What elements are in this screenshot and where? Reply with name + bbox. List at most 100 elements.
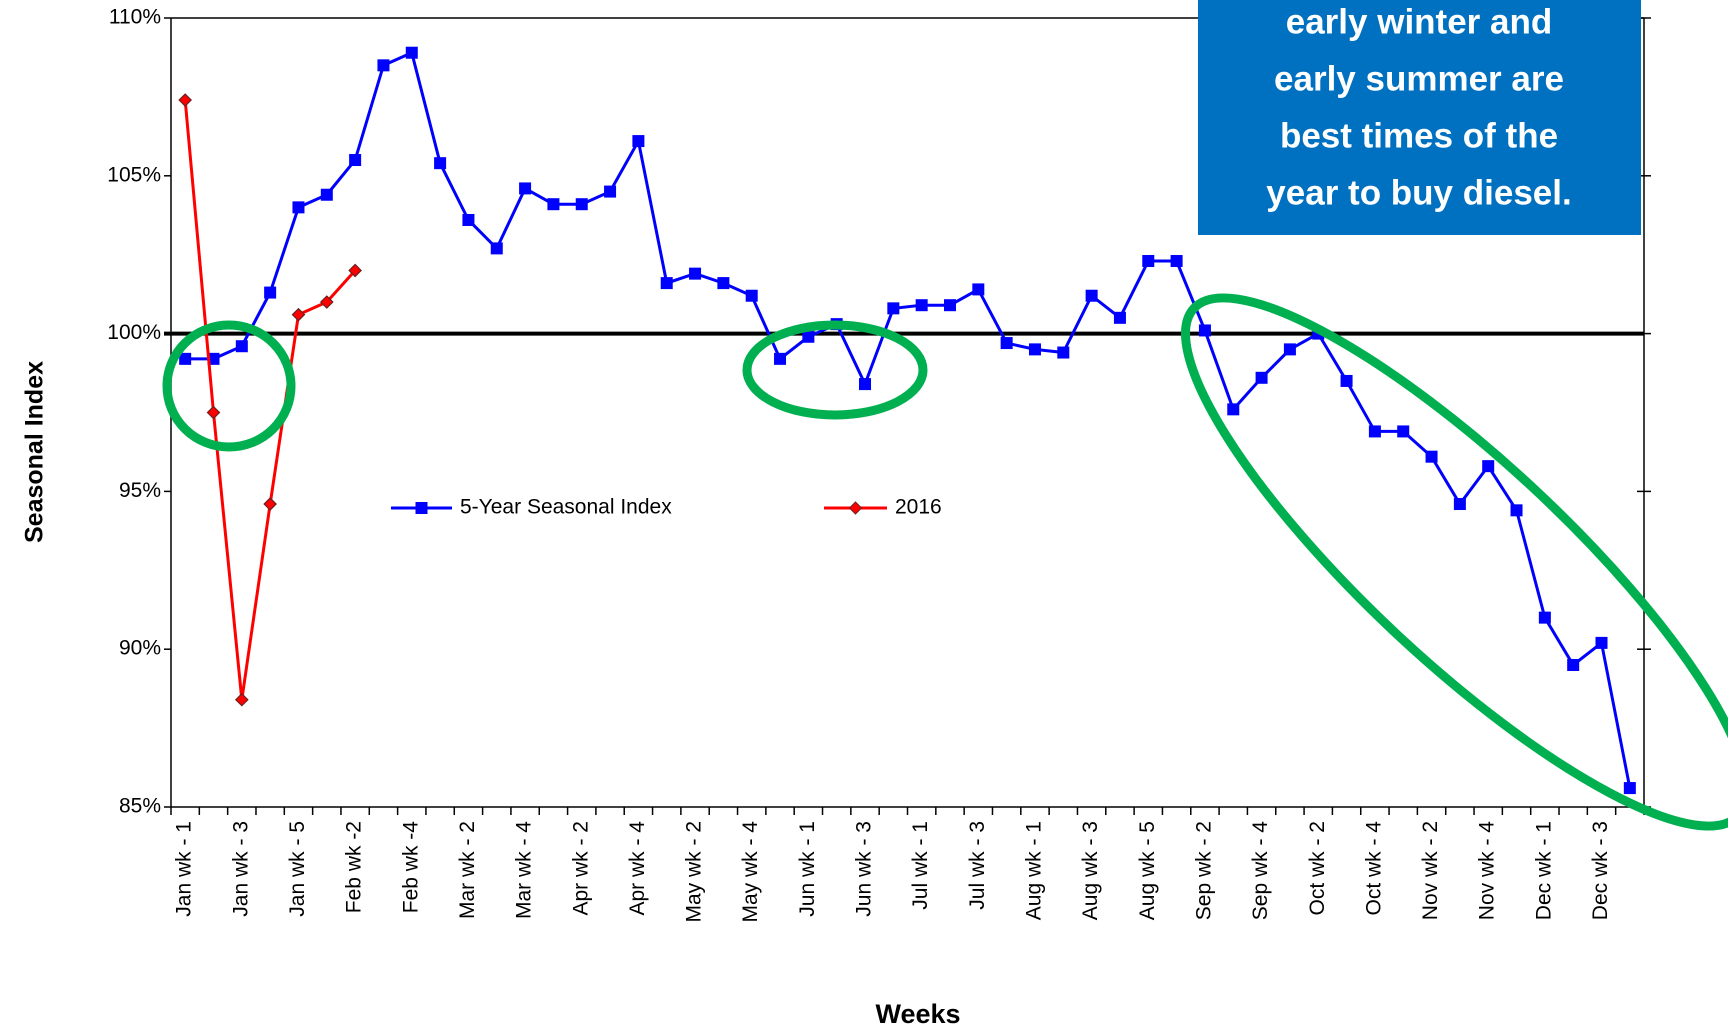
x-tick-label: Oct wk - 4 [1362,821,1385,916]
x-tick-label: Sep wk - 4 [1249,821,1272,921]
data-point [434,157,447,170]
annotation: early winter and early summer are best tim… [1266,2,1571,212]
x-tick-label: May wk - 2 [683,821,706,923]
data-point [1283,343,1296,356]
x-tick-label: Jan wk - 5 [286,821,309,917]
x-tick-label: Jul wk - 1 [909,821,932,910]
x-tick-label: Oct wk - 2 [1306,821,1329,916]
annotation-text: year to buy diesel. [1266,173,1571,212]
data-point [575,198,588,211]
data-point [802,330,815,343]
annotation-text: early winter and [1286,2,1552,41]
data-point [1623,782,1636,795]
x-tick-label: Feb wk -4 [399,821,422,914]
y-tick-label: 90% [119,637,161,660]
data-point [943,299,956,312]
annotation-text: early summer are [1274,59,1564,98]
x-tick-label: May wk - 4 [739,821,762,923]
data-point [234,692,249,707]
data-point [178,93,193,107]
data-point [207,352,220,365]
data-point [292,201,305,214]
legend-marker [848,501,863,515]
data-point [235,340,248,353]
data-point [859,378,872,391]
x-tick-label: Mar wk - 2 [456,821,479,919]
y-axis-title: Seasonal Index [21,361,49,543]
x-tick-label: Dec wk - 1 [1532,821,1555,920]
x-tick-label: Apr wk - 4 [626,821,649,916]
x-tick-label: Sep wk - 2 [1192,821,1215,920]
data-point [405,46,418,59]
legend-marker [415,502,428,514]
data-point [490,242,503,255]
x-tick-label: Jan wk - 1 [173,821,196,917]
data-point [1028,343,1041,356]
data-point [320,188,333,201]
x-tick-label: Aug wk - 5 [1136,821,1159,920]
data-point [264,286,277,299]
y-tick-label: 100% [107,321,161,344]
data-point [206,405,221,420]
data-point [717,277,730,290]
data-point [604,185,617,198]
data-point [1538,611,1551,624]
series-line [185,50,1632,789]
data-point [1510,504,1523,517]
legend-label: 2016 [895,496,942,519]
legend-label: 5-Year Seasonal Index [460,496,672,519]
highlight-ellipse [162,320,296,452]
annotation-text: best times of the [1280,116,1558,155]
data-point [1425,450,1438,463]
data-point [291,307,306,322]
data-point [1567,658,1580,671]
x-axis-title: Weeks [875,999,960,1029]
data-point [263,497,277,511]
data-point [887,302,900,315]
data-point [632,135,645,148]
x-tick-label: Aug wk - 3 [1079,821,1102,920]
highlight-ellipse [742,320,928,420]
data-point [745,289,758,302]
data-point [1255,371,1268,384]
data-point [915,299,928,312]
y-tick-label: 110% [109,6,161,29]
annotation-box [1198,0,1641,235]
data-point [547,198,560,211]
y-tick-label: 95% [119,479,161,502]
data-point [179,352,192,365]
x-tick-label: Nov wk - 2 [1419,821,1442,920]
data-point [377,59,390,72]
x-tick-label: Jun wk - 3 [853,821,876,917]
data-point [519,182,532,195]
x-tick-label: Mar wk - 4 [513,821,536,919]
data-point [774,352,787,365]
data-point [1198,324,1211,337]
y-tick-label: 105% [107,163,161,186]
data-point [1482,460,1495,473]
data-point [660,277,673,290]
x-tick-label: Jul wk - 3 [966,821,989,910]
x-tick-label: Dec wk - 3 [1589,821,1612,920]
x-tick-label: Aug wk - 1 [1023,821,1046,920]
highlight-ellipses [162,293,1728,831]
data-point [319,295,334,309]
data-point [972,283,985,296]
data-point [462,213,475,226]
x-tick-label: Jun wk - 1 [796,821,819,917]
data-point [1085,289,1098,302]
data-point [1368,425,1381,438]
plot-area: 85% 90% 95% 100% 105% 110% Jan wk - 1 Jan wk - … [107,6,1651,923]
data-point [1340,374,1353,387]
data-point [348,263,362,278]
data-point [689,267,702,280]
data-point [1170,255,1183,268]
y-tick-label: 85% [119,795,161,818]
data-point [1453,498,1466,511]
data-point [1397,425,1410,438]
data-point [1113,311,1126,324]
x-tick-label: Feb wk -2 [343,821,366,913]
highlight-ellipse [1181,293,1728,831]
